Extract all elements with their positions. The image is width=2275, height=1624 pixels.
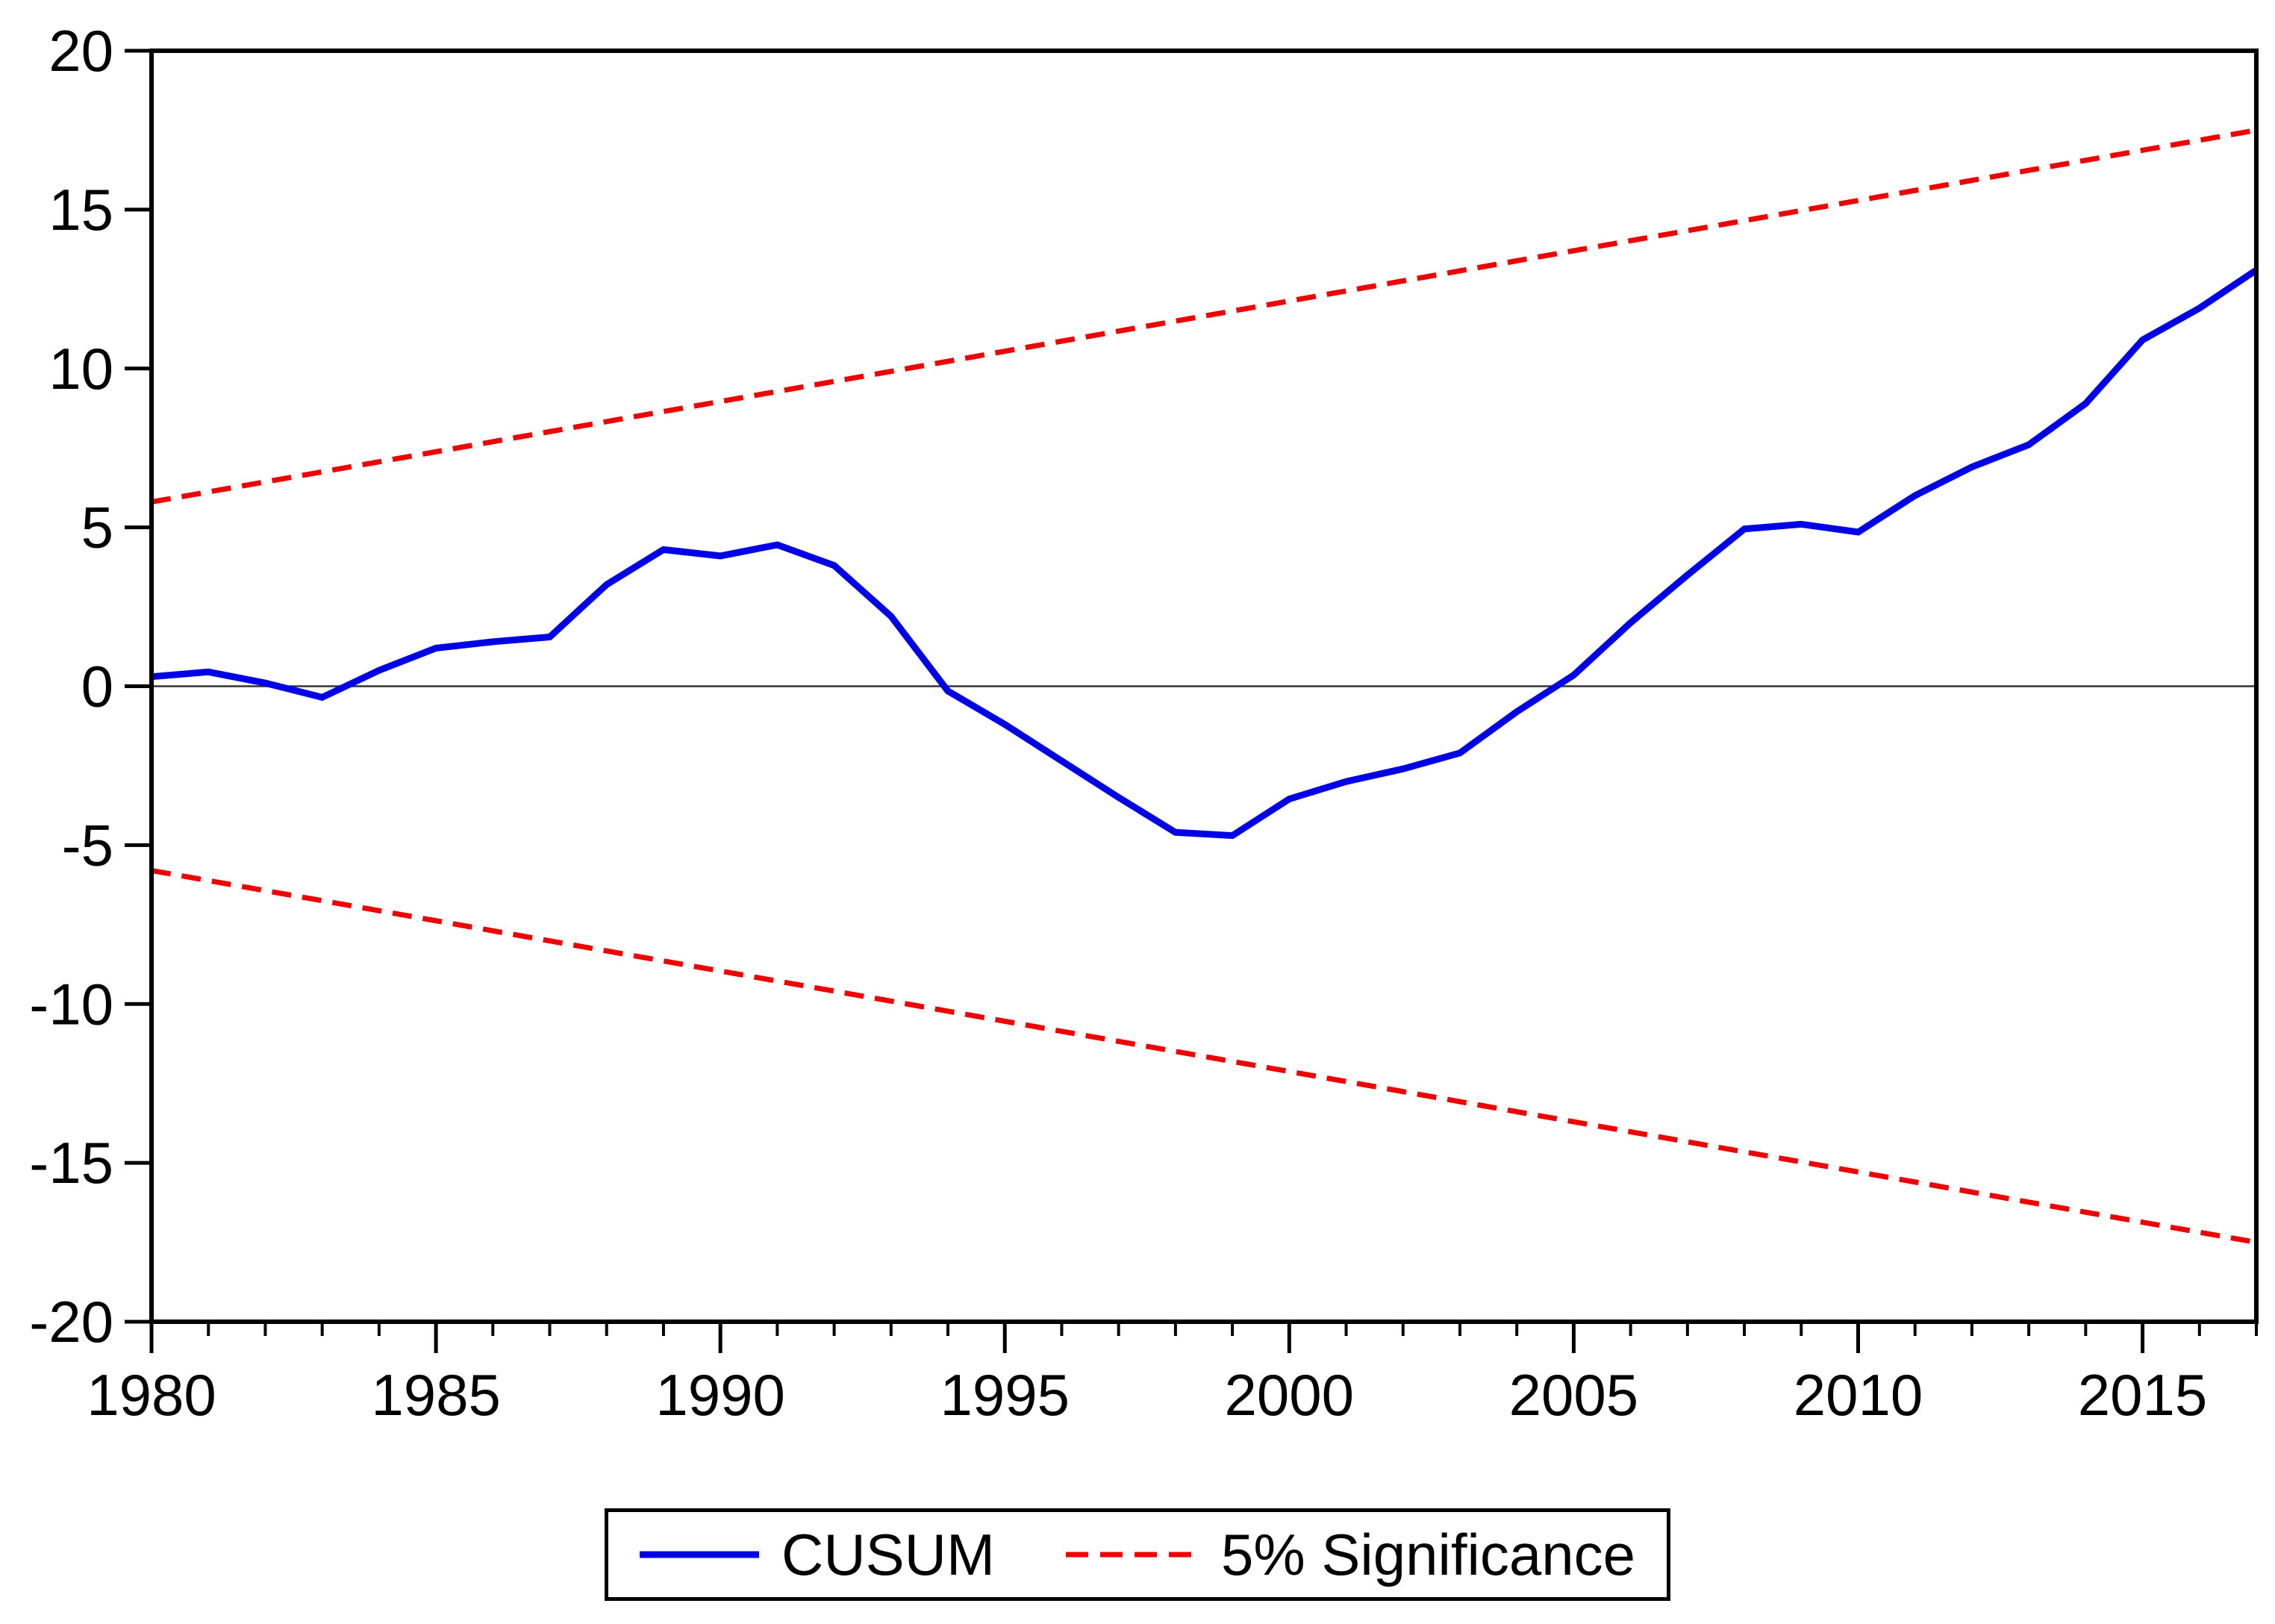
legend-cusum-label: CUSUM bbox=[781, 1522, 995, 1587]
y-tick-label: 15 bbox=[49, 177, 113, 243]
y-tick-label: 10 bbox=[49, 336, 113, 402]
legend-cusum-line-sample bbox=[640, 1551, 759, 1558]
significance-lower-line bbox=[151, 867, 2257, 1246]
significance-upper-line bbox=[151, 127, 2257, 505]
legend: CUSUM 5% Significance bbox=[605, 1508, 1670, 1601]
y-tick-label: -20 bbox=[29, 1289, 113, 1355]
x-tick-label: 2000 bbox=[1225, 1362, 1355, 1428]
y-tick-label: 0 bbox=[81, 654, 113, 719]
legend-significance-label: 5% Significance bbox=[1221, 1522, 1635, 1587]
x-tick-label: 1990 bbox=[655, 1362, 785, 1428]
x-tick-label: 1985 bbox=[371, 1362, 501, 1428]
y-tick-label: 5 bbox=[81, 495, 113, 560]
y-tick-label: -5 bbox=[62, 812, 113, 878]
x-tick-label: 2010 bbox=[1794, 1362, 1923, 1428]
x-tick-label: 2005 bbox=[1509, 1362, 1639, 1428]
y-tick-label: 20 bbox=[49, 18, 113, 84]
legend-significance-line-sample bbox=[1066, 1552, 1199, 1558]
y-tick-label: -15 bbox=[29, 1130, 113, 1196]
x-tick-label: 1995 bbox=[940, 1362, 1070, 1428]
x-tick-label: 1980 bbox=[87, 1362, 216, 1428]
cusum-line bbox=[151, 267, 2259, 840]
y-tick-label: -10 bbox=[29, 971, 113, 1037]
x-tick-label: 2015 bbox=[2078, 1362, 2208, 1428]
